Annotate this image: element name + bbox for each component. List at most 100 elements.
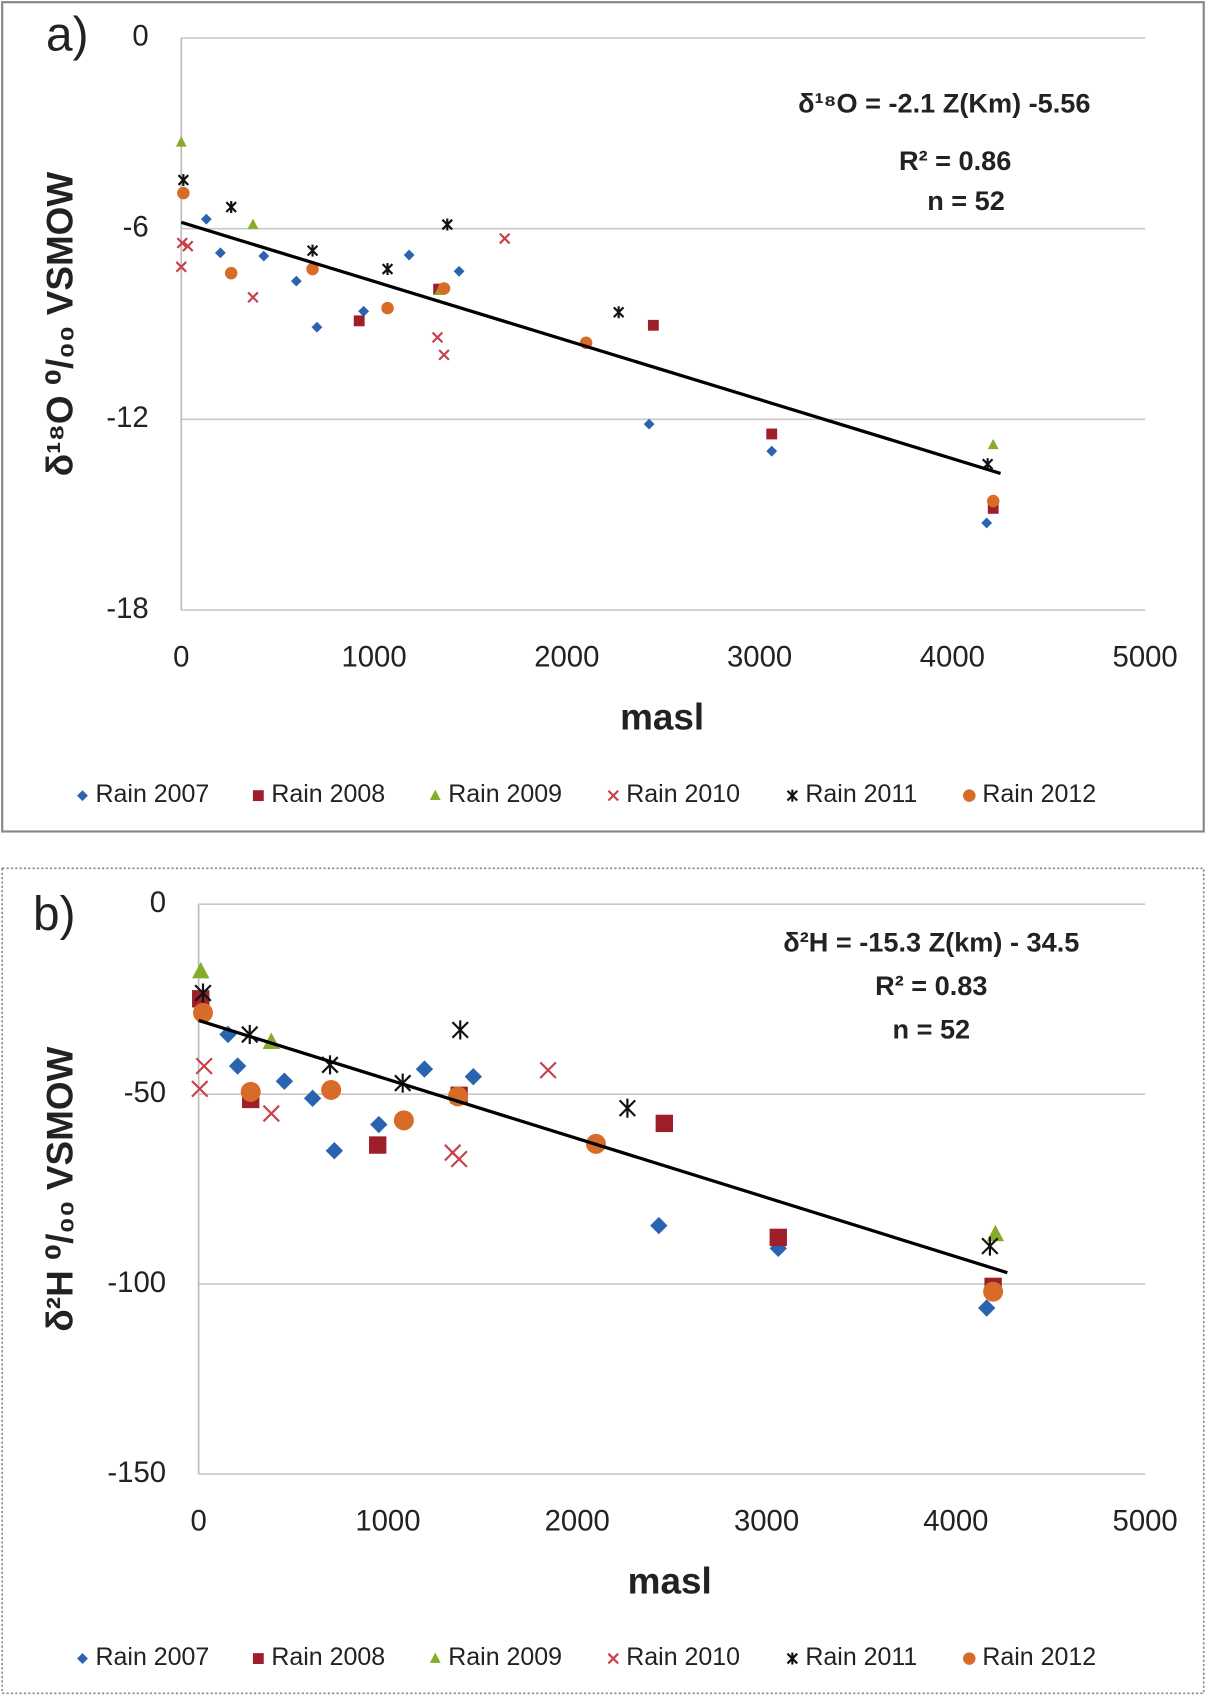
point xyxy=(258,250,270,262)
x-axis-label: masl xyxy=(620,696,704,737)
point xyxy=(224,266,238,280)
x-axis-label: masl xyxy=(628,1560,712,1601)
legend-label: Rain 2007 xyxy=(96,1643,210,1671)
legend-marker xyxy=(963,1652,976,1665)
legend-label: Rain 2008 xyxy=(271,1643,385,1671)
marker-part xyxy=(214,247,226,259)
marker-part xyxy=(353,315,365,327)
point xyxy=(983,1281,1004,1302)
legend-label: Rain 2011 xyxy=(805,1643,917,1671)
point xyxy=(981,517,993,529)
point xyxy=(358,305,370,317)
x-tick-label: 1000 xyxy=(355,1505,420,1538)
marker-part xyxy=(655,1114,673,1133)
marker-part xyxy=(192,961,210,979)
marker-part xyxy=(321,1079,342,1100)
marker-part xyxy=(195,1057,213,1075)
point xyxy=(464,1067,482,1086)
legend-label: Rain 2012 xyxy=(982,1643,1096,1671)
marker-part xyxy=(182,240,194,252)
point xyxy=(195,1057,213,1075)
marker-part xyxy=(191,1080,209,1098)
panel-frame xyxy=(1,867,1205,1695)
legend-marker xyxy=(252,790,264,802)
annotation: δ²H = -15.3 Z(km) - 34.5 xyxy=(783,927,1079,958)
marker-part xyxy=(393,1110,414,1131)
point xyxy=(766,428,778,440)
point xyxy=(769,1228,787,1247)
point xyxy=(321,1079,342,1100)
x-tick-label: 5000 xyxy=(1113,1505,1178,1538)
point xyxy=(613,306,625,319)
y-axis-label: δ¹⁸O ⁰/₀₀ VSMOW xyxy=(40,172,81,477)
marker-part xyxy=(766,428,778,440)
marker-part xyxy=(193,1002,213,1023)
marker-part xyxy=(431,331,444,344)
point xyxy=(247,291,259,303)
point xyxy=(306,262,319,276)
trend-line xyxy=(198,1018,1008,1275)
point xyxy=(177,186,190,200)
point xyxy=(370,1115,388,1134)
point xyxy=(193,1002,213,1023)
legend-marker xyxy=(77,1653,88,1664)
point xyxy=(643,418,655,430)
trend-line xyxy=(180,220,1002,475)
point xyxy=(175,261,187,273)
y-tick-label: -18 xyxy=(106,592,148,625)
point xyxy=(200,213,212,225)
marker-part xyxy=(607,1652,619,1665)
marker-part xyxy=(325,1142,344,1160)
marker-part xyxy=(311,321,323,333)
y-tick-label: 0 xyxy=(132,20,148,53)
y-tick-label: -12 xyxy=(106,401,148,434)
point xyxy=(381,301,394,315)
marker-part xyxy=(77,1653,88,1664)
marker-part xyxy=(647,319,659,331)
marker-part xyxy=(77,790,88,802)
marker-part xyxy=(224,266,238,280)
panel-label: a) xyxy=(46,9,88,62)
marker-part xyxy=(650,1216,668,1235)
marker-part xyxy=(175,136,187,147)
marker-part xyxy=(983,1281,1004,1302)
marker-part xyxy=(464,1067,482,1086)
point xyxy=(987,438,999,450)
marker-part xyxy=(437,282,451,295)
point xyxy=(290,275,302,287)
marker-part xyxy=(247,218,259,229)
marker-part xyxy=(176,237,188,249)
marker-part xyxy=(643,418,655,430)
y-tick-label: -6 xyxy=(123,210,149,243)
point xyxy=(415,1060,434,1078)
point xyxy=(441,218,453,231)
annotation: n = 52 xyxy=(892,1013,970,1044)
point xyxy=(655,1114,673,1133)
annotation: δ¹⁸O = -2.1 Z(Km) -5.56 xyxy=(798,87,1090,118)
marker-part xyxy=(986,494,1000,508)
point xyxy=(247,218,259,229)
panel-label: b) xyxy=(33,888,75,941)
y-tick-label: -100 xyxy=(107,1266,166,1299)
legend-label: Rain 2010 xyxy=(626,1643,740,1671)
marker-part xyxy=(247,291,259,303)
legend-marker xyxy=(429,1652,441,1663)
marker-part xyxy=(290,275,302,287)
point xyxy=(650,1216,668,1235)
legend-label: Rain 2012 xyxy=(982,780,1096,808)
marker-part xyxy=(175,261,187,273)
point xyxy=(177,174,190,187)
point xyxy=(438,349,450,361)
legend-marker xyxy=(77,790,88,802)
marker-part xyxy=(766,445,778,457)
point xyxy=(225,201,237,214)
x-tick-label: 1000 xyxy=(341,641,406,674)
legend-label: Rain 2010 xyxy=(626,780,740,808)
point xyxy=(228,1057,247,1075)
annotation: n = 52 xyxy=(927,185,1005,216)
point xyxy=(539,1061,557,1079)
marker-part xyxy=(258,250,270,262)
marker-part xyxy=(987,438,999,450)
marker-part xyxy=(981,517,993,529)
